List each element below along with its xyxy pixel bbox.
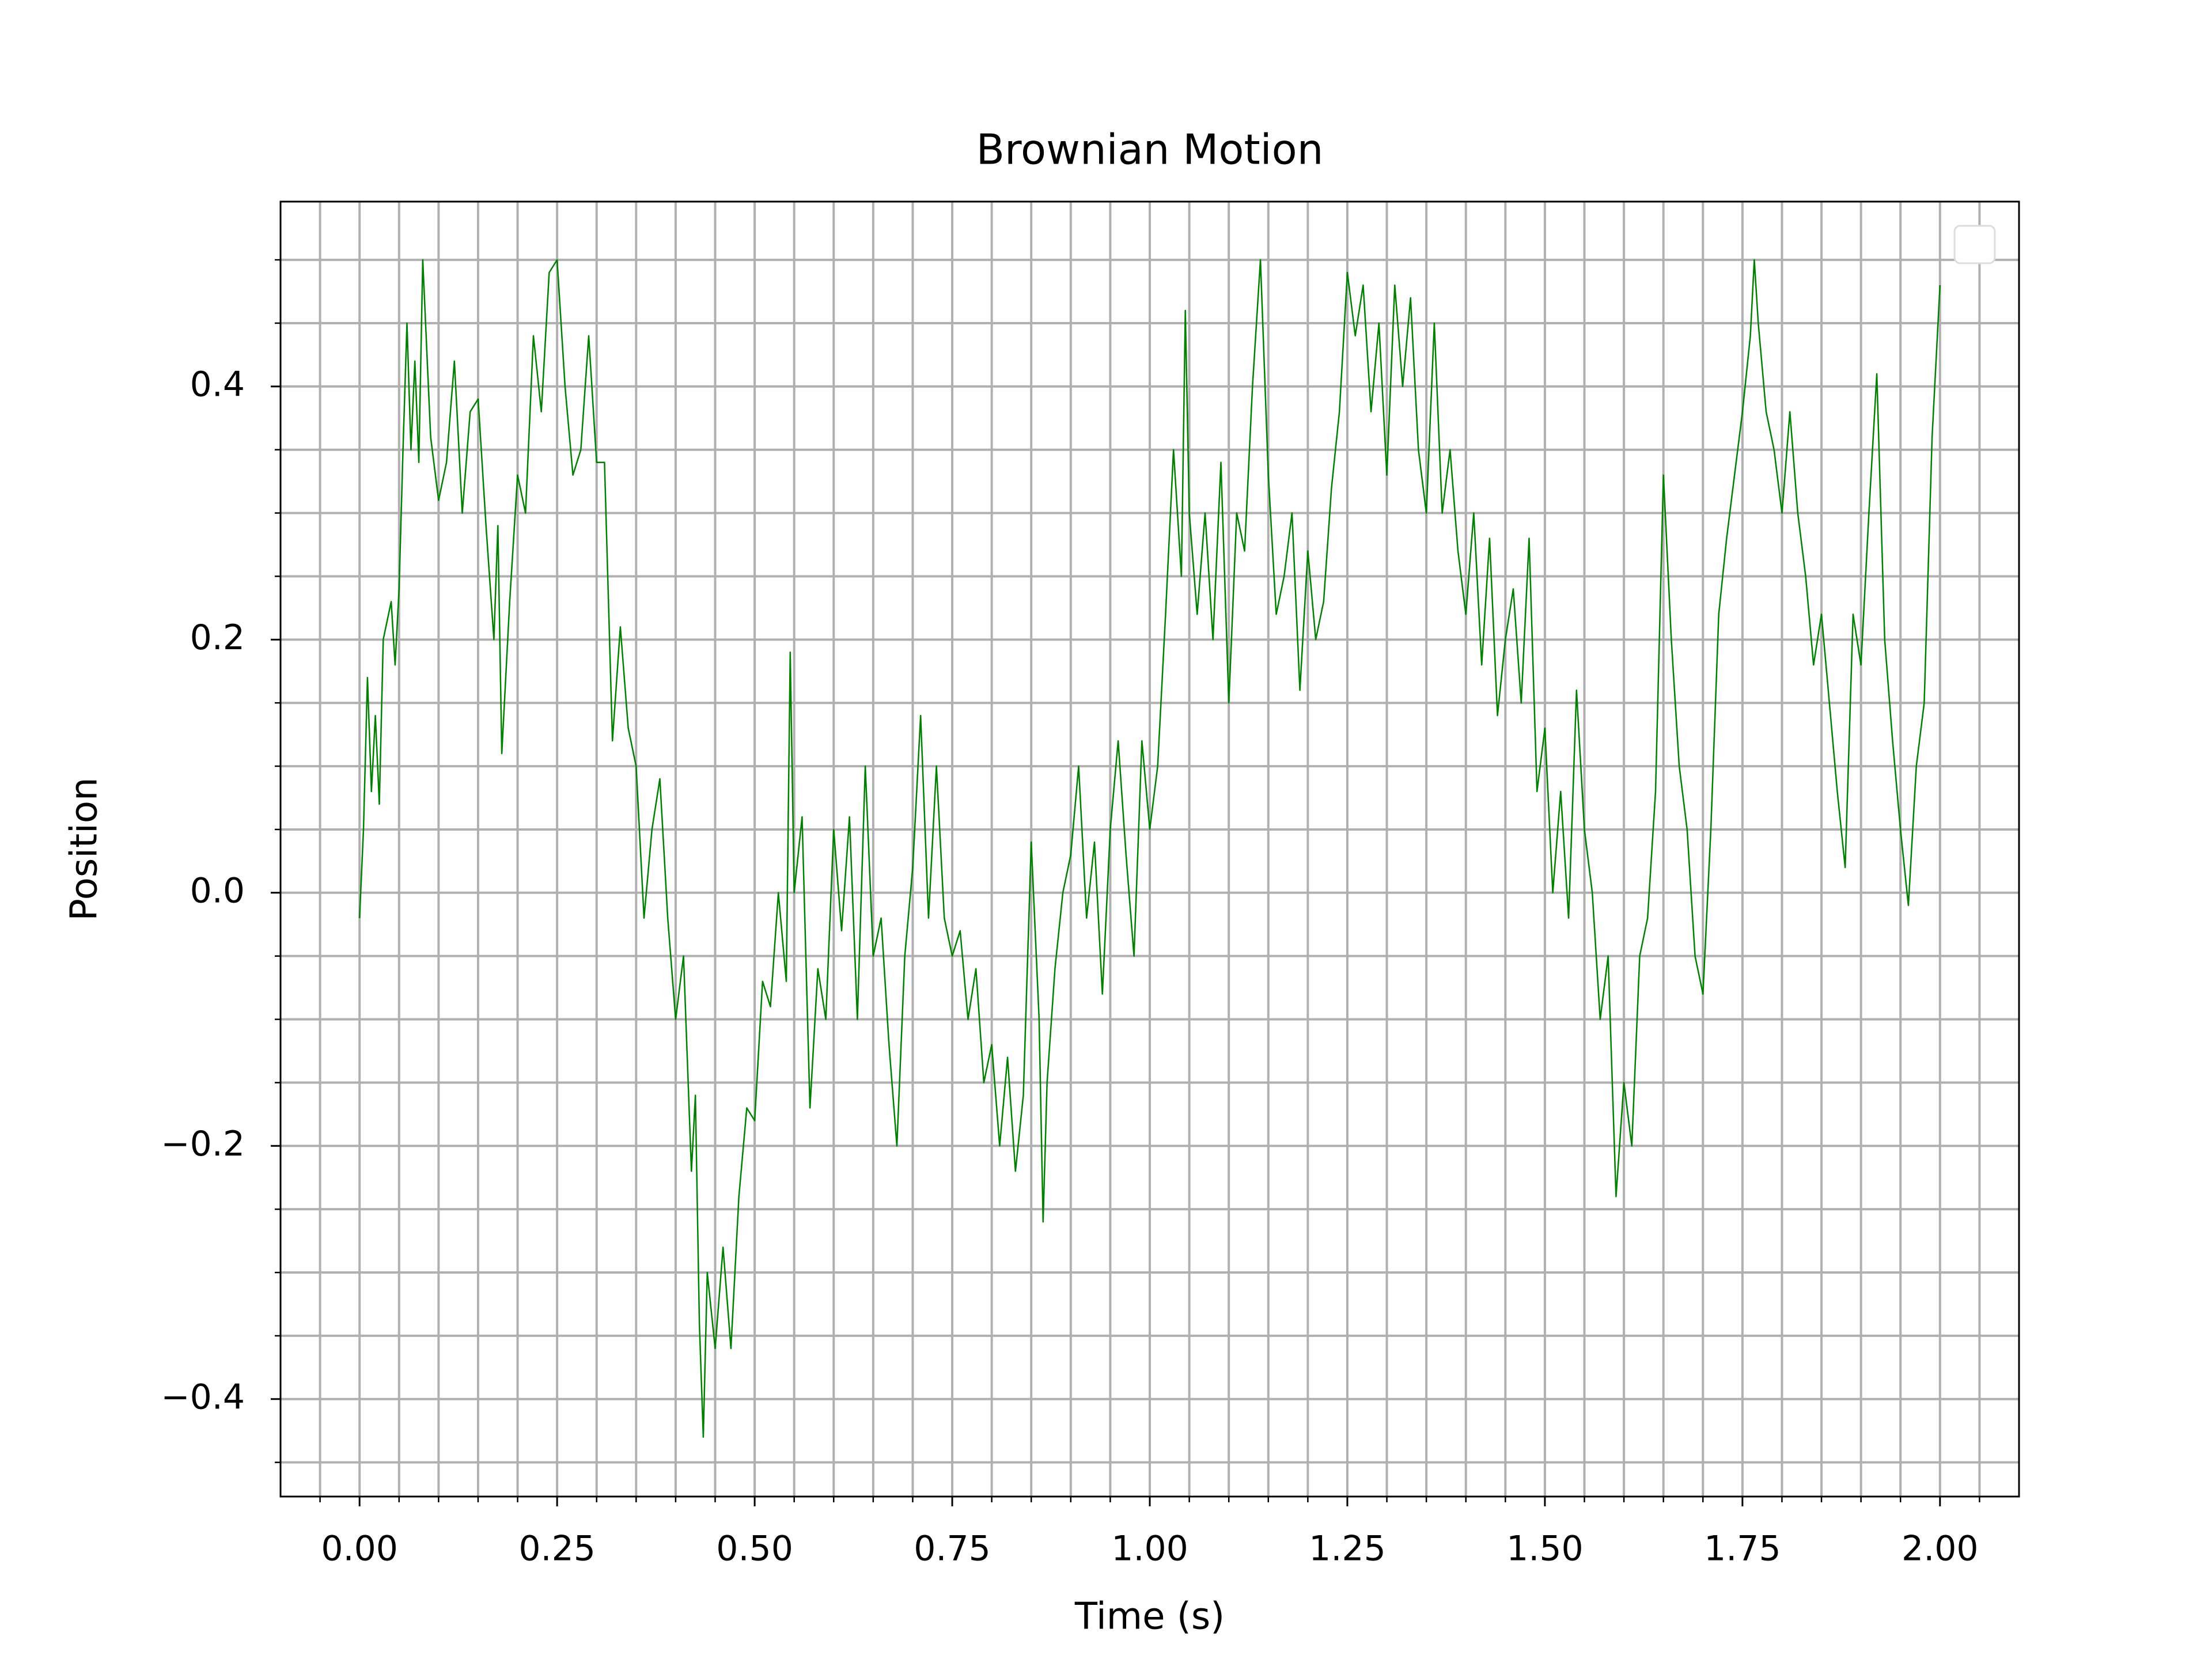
x-tick-label: 0.00 — [321, 1529, 398, 1569]
x-tick-label: 0.25 — [518, 1529, 596, 1569]
y-axis-label: Position — [63, 777, 106, 921]
y-tick-label: 0.2 — [190, 618, 245, 658]
legend-box — [1953, 225, 1996, 264]
y-tick-label: −0.4 — [161, 1377, 245, 1417]
x-axis-label: Time (s) — [1074, 1596, 1225, 1638]
x-tick-label: 1.25 — [1309, 1529, 1386, 1569]
x-tick-label: 1.00 — [1111, 1529, 1188, 1569]
y-tick-label: 0.4 — [190, 364, 245, 404]
line-series — [358, 259, 1941, 1438]
x-tick-label: 0.75 — [914, 1529, 991, 1569]
y-tick-label: 0.0 — [190, 870, 245, 911]
chart-title: Brownian Motion — [976, 126, 1324, 174]
x-tick-label: 2.00 — [1902, 1529, 1979, 1569]
x-tick-label: 1.75 — [1704, 1529, 1781, 1569]
y-tick-label: −0.2 — [161, 1124, 245, 1164]
x-tick-label: 0.50 — [716, 1529, 793, 1569]
grid — [281, 202, 2019, 1497]
plot-area — [358, 259, 1941, 1438]
x-tick-label: 1.50 — [1506, 1529, 1584, 1569]
ticks: 0.00 0.25 0.50 0.75 1.00 1.25 1.50 1.75 2.00 −0.4… — [161, 259, 1980, 1569]
